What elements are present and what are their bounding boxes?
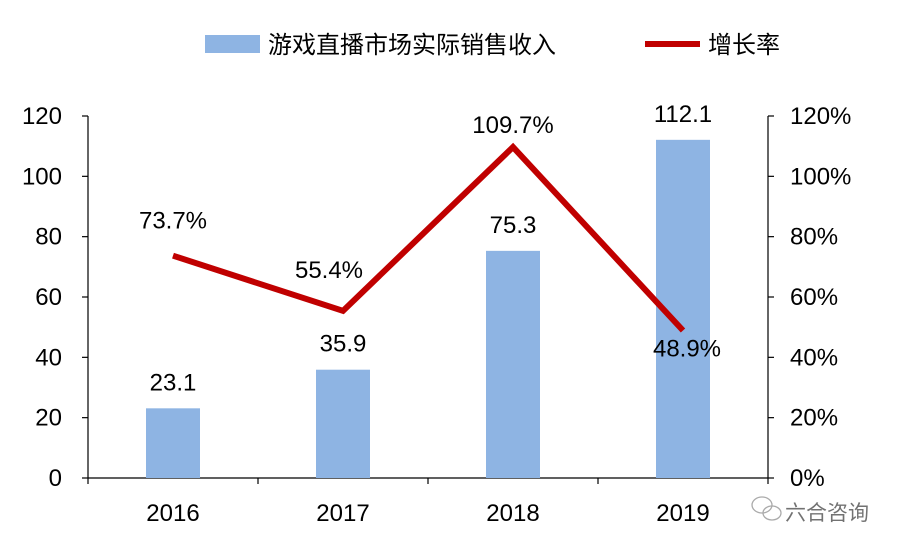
watermark: 六合咨询 <box>752 497 869 525</box>
bar-data-label: 75.3 <box>490 212 537 239</box>
y-right-tick-label: 120% <box>790 103 851 130</box>
bar-data-label: 23.1 <box>150 369 197 396</box>
line-data-label: 48.9% <box>653 335 721 362</box>
y-right-tick-label: 100% <box>790 163 851 190</box>
y-left-tick-label: 100 <box>22 163 62 190</box>
wechat-icon <box>752 497 781 520</box>
line-data-label: 109.7% <box>472 112 553 139</box>
y-right-tick-label: 0% <box>790 465 825 492</box>
y-right-tick-label: 40% <box>790 344 838 371</box>
y-right-tick-label: 20% <box>790 405 838 432</box>
growth-line <box>173 147 683 330</box>
y-right-tick-label: 60% <box>790 284 838 311</box>
x-tick-label: 2019 <box>656 500 709 527</box>
bar <box>146 408 200 478</box>
y-left-tick-label: 120 <box>22 103 62 130</box>
x-tick-label: 2017 <box>316 500 369 527</box>
y-left-tick-label: 20 <box>35 405 62 432</box>
y-left-tick-label: 40 <box>35 344 62 371</box>
legend-label-growth: 增长率 <box>708 32 780 59</box>
legend-swatch-revenue <box>205 35 260 53</box>
legend-label-revenue: 游戏直播市场实际销售收入 <box>268 32 556 59</box>
y-left-tick-label: 0 <box>49 465 62 492</box>
watermark-text: 六合咨询 <box>785 502 869 525</box>
bar-data-label: 35.9 <box>320 331 367 358</box>
line-data-label: 55.4% <box>295 257 363 284</box>
bar-data-label: 112.1 <box>654 101 712 128</box>
line-data-label: 73.7% <box>139 208 207 235</box>
y-left-tick-label: 60 <box>35 284 62 311</box>
bar <box>486 251 540 478</box>
x-tick-label: 2018 <box>486 500 539 527</box>
y-right-tick-label: 80% <box>790 224 838 251</box>
x-tick-label: 2016 <box>146 500 199 527</box>
y-left-tick-label: 80 <box>35 224 62 251</box>
bar <box>316 370 370 478</box>
legend: 游戏直播市场实际销售收入 增长率 <box>205 32 780 59</box>
